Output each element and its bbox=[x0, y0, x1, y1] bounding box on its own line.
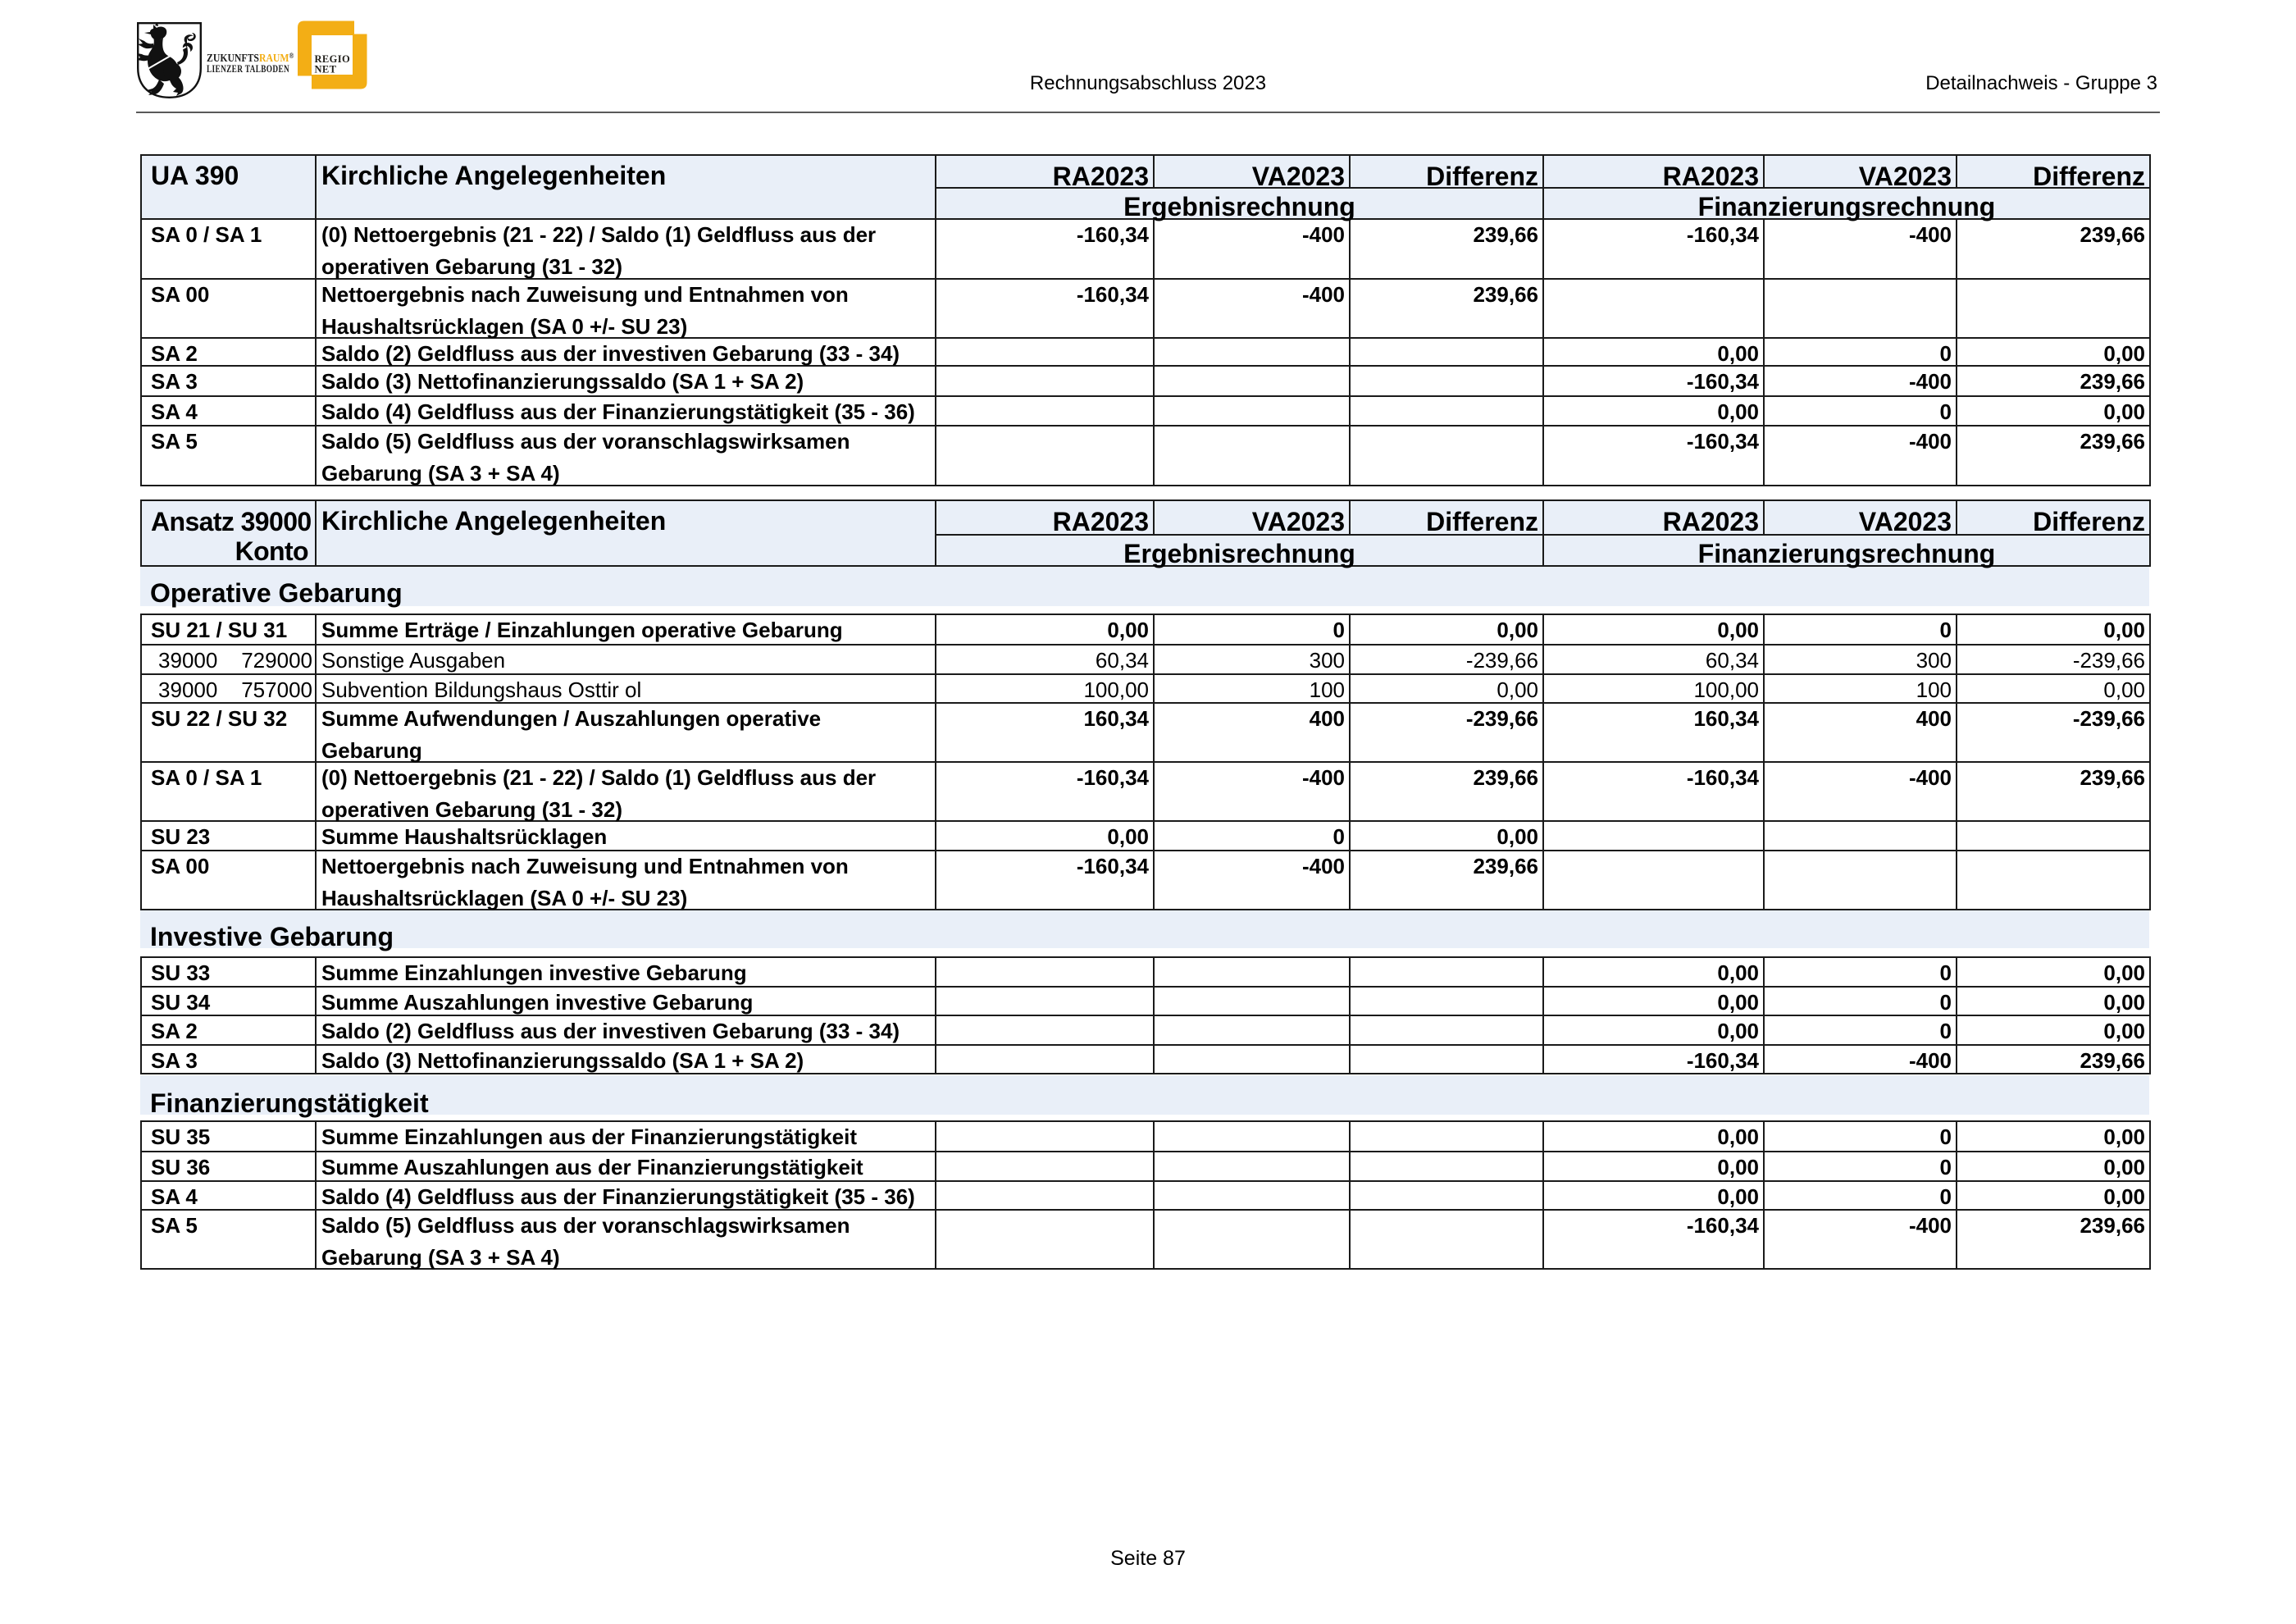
svg-text:NET: NET bbox=[315, 64, 337, 75]
svg-text:REGIO: REGIO bbox=[315, 53, 351, 65]
